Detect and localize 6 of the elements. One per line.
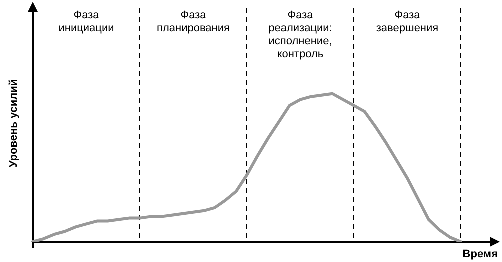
x-axis-title: Время (462, 248, 498, 261)
text: Фаза планирования (157, 10, 230, 35)
y-axis-title: Уровень усилий (8, 79, 20, 168)
text: Фаза реализации: исполнение, контроль (268, 10, 332, 61)
text: Фаза завершения (376, 10, 439, 35)
text: Фаза инициации (58, 10, 114, 35)
